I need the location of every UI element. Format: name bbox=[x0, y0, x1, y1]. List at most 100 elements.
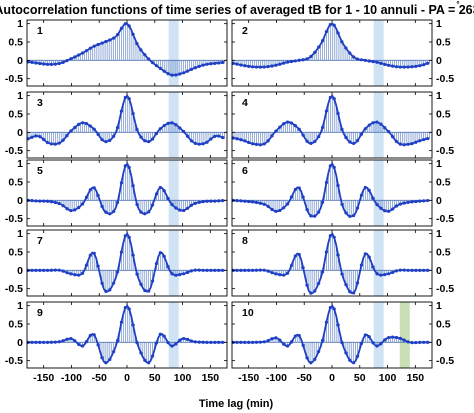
data-point bbox=[243, 199, 247, 203]
data-point bbox=[305, 207, 309, 212]
data-point bbox=[414, 64, 418, 68]
data-point bbox=[340, 40, 344, 44]
data-point bbox=[266, 269, 270, 273]
data-point bbox=[104, 39, 108, 44]
data-point bbox=[363, 58, 367, 62]
data-point bbox=[131, 323, 135, 327]
data-point bbox=[154, 64, 159, 68]
data-point bbox=[282, 273, 286, 277]
data-point bbox=[189, 67, 194, 71]
data-point bbox=[158, 185, 162, 190]
data-point bbox=[375, 202, 379, 207]
data-point bbox=[410, 268, 414, 272]
data-point bbox=[119, 26, 124, 30]
data-point bbox=[313, 214, 317, 218]
data-point bbox=[158, 251, 162, 255]
title-degree-mark: ° bbox=[456, 0, 459, 9]
data-point bbox=[235, 340, 239, 344]
autocorrelation-line bbox=[28, 232, 225, 293]
data-point bbox=[282, 61, 286, 65]
data-point bbox=[61, 138, 65, 142]
data-point bbox=[235, 62, 239, 66]
data-point bbox=[61, 204, 65, 208]
data-point bbox=[406, 340, 410, 344]
data-point bbox=[390, 135, 395, 139]
panel-number-label: 6 bbox=[242, 165, 248, 177]
data-point bbox=[112, 134, 116, 138]
data-point bbox=[84, 340, 89, 344]
data-point bbox=[135, 272, 139, 276]
data-point bbox=[379, 342, 383, 346]
data-point bbox=[127, 24, 131, 28]
data-point bbox=[425, 137, 430, 141]
data-point bbox=[112, 36, 116, 40]
panel-number-label: 8 bbox=[242, 235, 248, 247]
data-point bbox=[282, 122, 286, 126]
data-point bbox=[38, 61, 42, 66]
data-point bbox=[115, 338, 120, 343]
panel-7: 1 0.5 0 -0.5 7 bbox=[5, 228, 228, 297]
data-point bbox=[352, 361, 356, 365]
data-point bbox=[162, 123, 166, 128]
y-tick-label: 0.5 bbox=[436, 247, 451, 259]
stem-lines bbox=[254, 233, 409, 294]
data-point bbox=[402, 338, 406, 342]
data-point bbox=[154, 192, 159, 196]
y-tick-label: -0.5 bbox=[5, 355, 23, 367]
data-point bbox=[278, 208, 282, 213]
panel-6: 1 0.5 0 -0.5 6 bbox=[231, 158, 454, 227]
stem-lines bbox=[232, 163, 430, 217]
data-point bbox=[197, 200, 201, 204]
data-point bbox=[301, 266, 305, 270]
data-point bbox=[193, 201, 197, 205]
data-point bbox=[65, 271, 69, 275]
data-point bbox=[65, 337, 69, 341]
data-point bbox=[367, 188, 371, 192]
data-point bbox=[254, 142, 259, 146]
highlight-band-blue bbox=[168, 302, 179, 368]
data-point bbox=[30, 340, 34, 344]
data-point bbox=[297, 333, 301, 338]
data-point bbox=[170, 344, 174, 348]
data-point bbox=[394, 269, 399, 273]
data-point bbox=[387, 130, 391, 134]
data-point bbox=[262, 268, 266, 272]
data-point bbox=[65, 133, 69, 138]
data-point bbox=[100, 138, 104, 142]
data-point bbox=[80, 51, 85, 55]
data-point bbox=[73, 273, 77, 277]
data-point bbox=[355, 138, 360, 143]
data-point bbox=[201, 340, 205, 344]
data-point bbox=[344, 283, 348, 287]
data-point bbox=[293, 59, 297, 63]
panel-number-label: 2 bbox=[242, 25, 248, 37]
highlight-band-green bbox=[399, 302, 410, 368]
data-point bbox=[336, 183, 340, 188]
stem-lines bbox=[49, 233, 204, 292]
data-point bbox=[170, 272, 174, 276]
data-point bbox=[49, 142, 54, 146]
data-point bbox=[115, 126, 120, 130]
panel-number-label: 1 bbox=[37, 25, 43, 37]
data-point bbox=[131, 112, 135, 116]
data-point bbox=[422, 199, 426, 203]
data-point bbox=[352, 291, 356, 295]
data-point bbox=[217, 199, 221, 203]
data-point bbox=[270, 271, 274, 275]
y-tick-label: -0.5 bbox=[436, 213, 454, 225]
y-tick-label: 0 bbox=[436, 265, 442, 277]
data-point bbox=[394, 65, 399, 69]
data-point bbox=[305, 139, 309, 143]
data-point bbox=[42, 62, 46, 66]
y-tick-label: 0 bbox=[17, 265, 23, 277]
data-point bbox=[69, 57, 73, 61]
x-tick-label: -150 bbox=[238, 372, 259, 384]
data-point bbox=[80, 202, 85, 206]
data-point bbox=[174, 123, 178, 127]
data-point bbox=[115, 200, 120, 205]
data-point bbox=[42, 340, 46, 344]
data-point bbox=[278, 125, 282, 129]
data-point bbox=[406, 200, 410, 205]
data-point bbox=[309, 141, 313, 145]
data-point bbox=[289, 195, 294, 199]
